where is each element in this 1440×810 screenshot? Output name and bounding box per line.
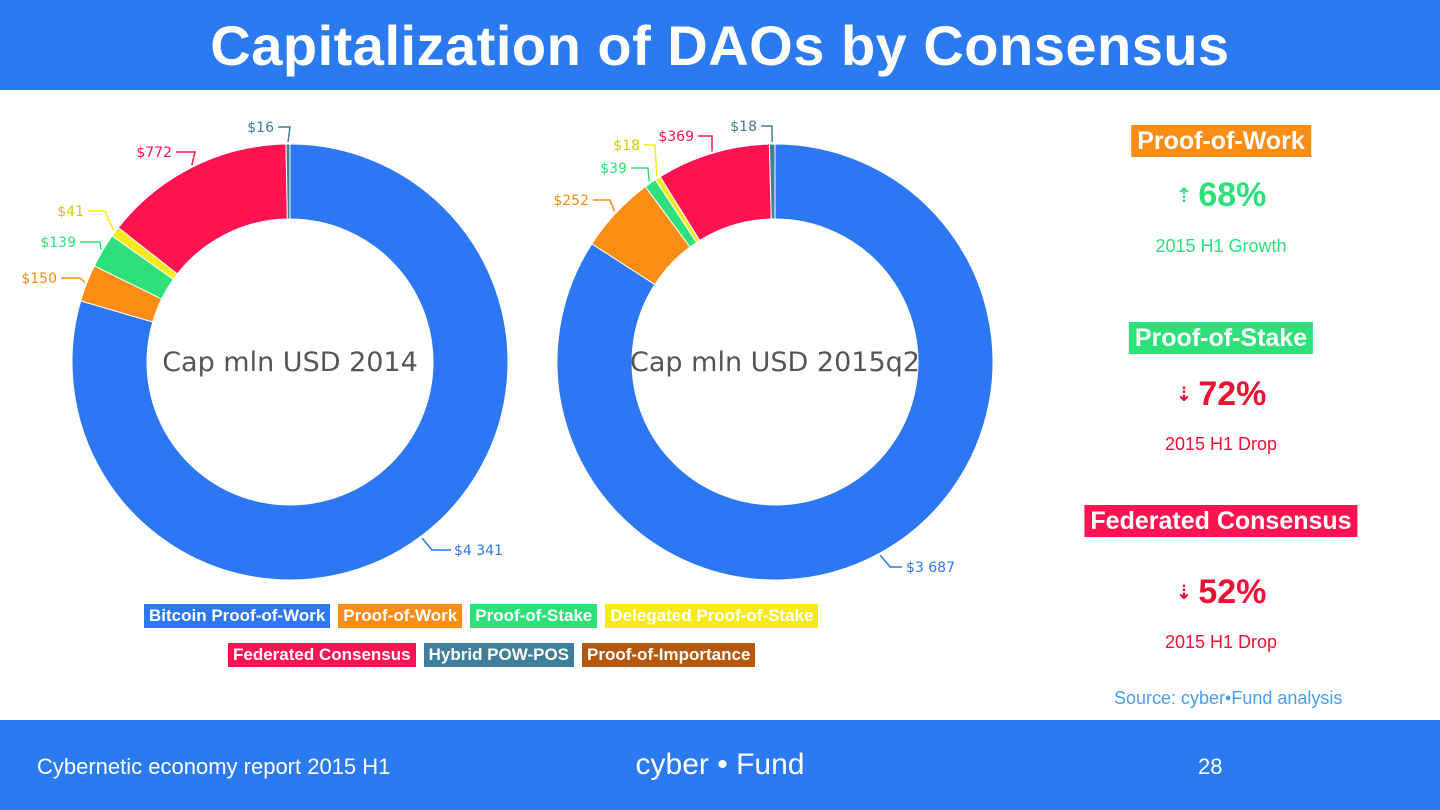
brand-logo-text: cyber • Fund (635, 748, 805, 781)
leader-line-hybrid-pow-pos (761, 125, 773, 143)
leader-line-proof-of-stake (80, 241, 102, 250)
fed-drop-pct: 52% (1198, 573, 1267, 611)
arrow-down-icon: ⇣ (1175, 384, 1193, 406)
leader-line-proof-of-work (593, 199, 616, 212)
legend-item-hybrid-pow-pos: Hybrid POW-POS (423, 643, 575, 667)
donut-chart-2015q2: $3 687 $252 $39 $18 $369 $18 Cap mln USD 2015q… (553, 119, 994, 581)
donut-center-label: Cap mln USD 2015q2 (630, 347, 920, 378)
page-number: 28 (1198, 754, 1223, 779)
leader-line-federated-consensus (698, 135, 713, 152)
slice-bitcoin-proof-of-work (71, 143, 509, 581)
slice-hybrid-pow-pos (768, 143, 776, 220)
leader-line-hybrid-pow-pos (278, 126, 291, 143)
data-label-proof-of-work: $252 (553, 193, 589, 209)
source-note: Source: cyber•Fund analysis (1114, 688, 1343, 708)
footer-bar: Cybernetic economy report 2015 H1 cyber … (0, 720, 1440, 810)
data-label-hybrid-pow-pos: $18 (730, 119, 757, 135)
data-label-federated-consensus: $369 (658, 129, 694, 145)
data-label-delegated-proof-of-stake: $41 (57, 204, 84, 220)
slice-bitcoin-proof-of-work (556, 143, 994, 581)
data-label-bitcoin-proof-of-work: $4 341 (454, 543, 503, 559)
report-name: Cybernetic economy report 2015 H1 (37, 754, 391, 779)
legend-item-proof-of-work: Proof-of-Work (338, 604, 463, 628)
pow-label: Proof-of-Work (1131, 125, 1311, 157)
fed-drop-value: ⇣ 52% (1176, 573, 1267, 612)
leader-line-bitcoin-proof-of-work (421, 537, 451, 551)
leader-line-proof-of-work (61, 277, 86, 283)
data-label-proof-of-stake: $139 (40, 235, 76, 251)
donut-charts: $4 341 $150 $139 $41 $772 $16 Cap mln USD 2014… (21, 119, 994, 581)
donut-chart-2014: $4 341 $150 $139 $41 $772 $16 Cap mln USD 2014 (21, 120, 509, 581)
data-label-proof-of-stake: $39 (600, 161, 627, 177)
title-bar: Capitalization of DAOs by Consensus (0, 0, 1440, 90)
leader-line-bitcoin-proof-of-work (879, 554, 902, 568)
legend-item-bitcoin-proof-of-work: Bitcoin Proof-of-Work (144, 604, 331, 628)
fed-drop-caption: 2015 H1 Drop (1164, 632, 1278, 652)
leader-line-delegated-proof-of-stake (88, 210, 115, 231)
legend-item-proof-of-stake: Proof-of-Stake (470, 604, 598, 628)
leader-line-delegated-proof-of-stake (644, 144, 658, 177)
pow-growth-pct: 68% (1198, 176, 1267, 214)
data-label-hybrid-pow-pos: $16 (247, 120, 274, 136)
legend-row-2: Federated Consensus Hybrid POW-POS Proof-o… (228, 643, 756, 667)
fed-label: Federated Consensus (1084, 505, 1358, 537)
donut-center-label: Cap mln USD 2014 (162, 347, 418, 378)
data-label-proof-of-work: $150 (21, 271, 57, 287)
pow-growth-caption: 2015 H1 Growth (1155, 236, 1287, 256)
page-title: Capitalization of DAOs by Consensus (210, 13, 1230, 77)
legend-item-delegated-proof-of-stake: Delegated Proof-of-Stake (605, 604, 819, 628)
pos-drop-caption: 2015 H1 Drop (1164, 434, 1278, 454)
data-label-federated-consensus: $772 (136, 145, 172, 161)
pos-label: Proof-of-Stake (1128, 322, 1314, 354)
legend-item-federated-consensus: Federated Consensus (228, 643, 416, 667)
slice-hybrid-pow-pos (285, 143, 291, 220)
arrow-down-icon: ⇣ (1175, 582, 1193, 604)
legend-row-1: Bitcoin Proof-of-Work Proof-of-Work Proof-… (144, 604, 819, 628)
pow-growth-value: ⇡ 68% (1176, 176, 1267, 215)
data-label-bitcoin-proof-of-work: $3 687 (906, 560, 955, 576)
pos-drop-pct: 72% (1198, 375, 1267, 413)
leader-line-federated-consensus (176, 151, 196, 166)
leader-line-proof-of-stake (631, 167, 650, 182)
pos-drop-value: ⇣ 72% (1176, 375, 1267, 414)
data-label-delegated-proof-of-stake: $18 (613, 138, 640, 154)
legend-item-proof-of-importance: Proof-of-Importance (582, 643, 756, 667)
arrow-up-icon: ⇡ (1175, 185, 1193, 207)
